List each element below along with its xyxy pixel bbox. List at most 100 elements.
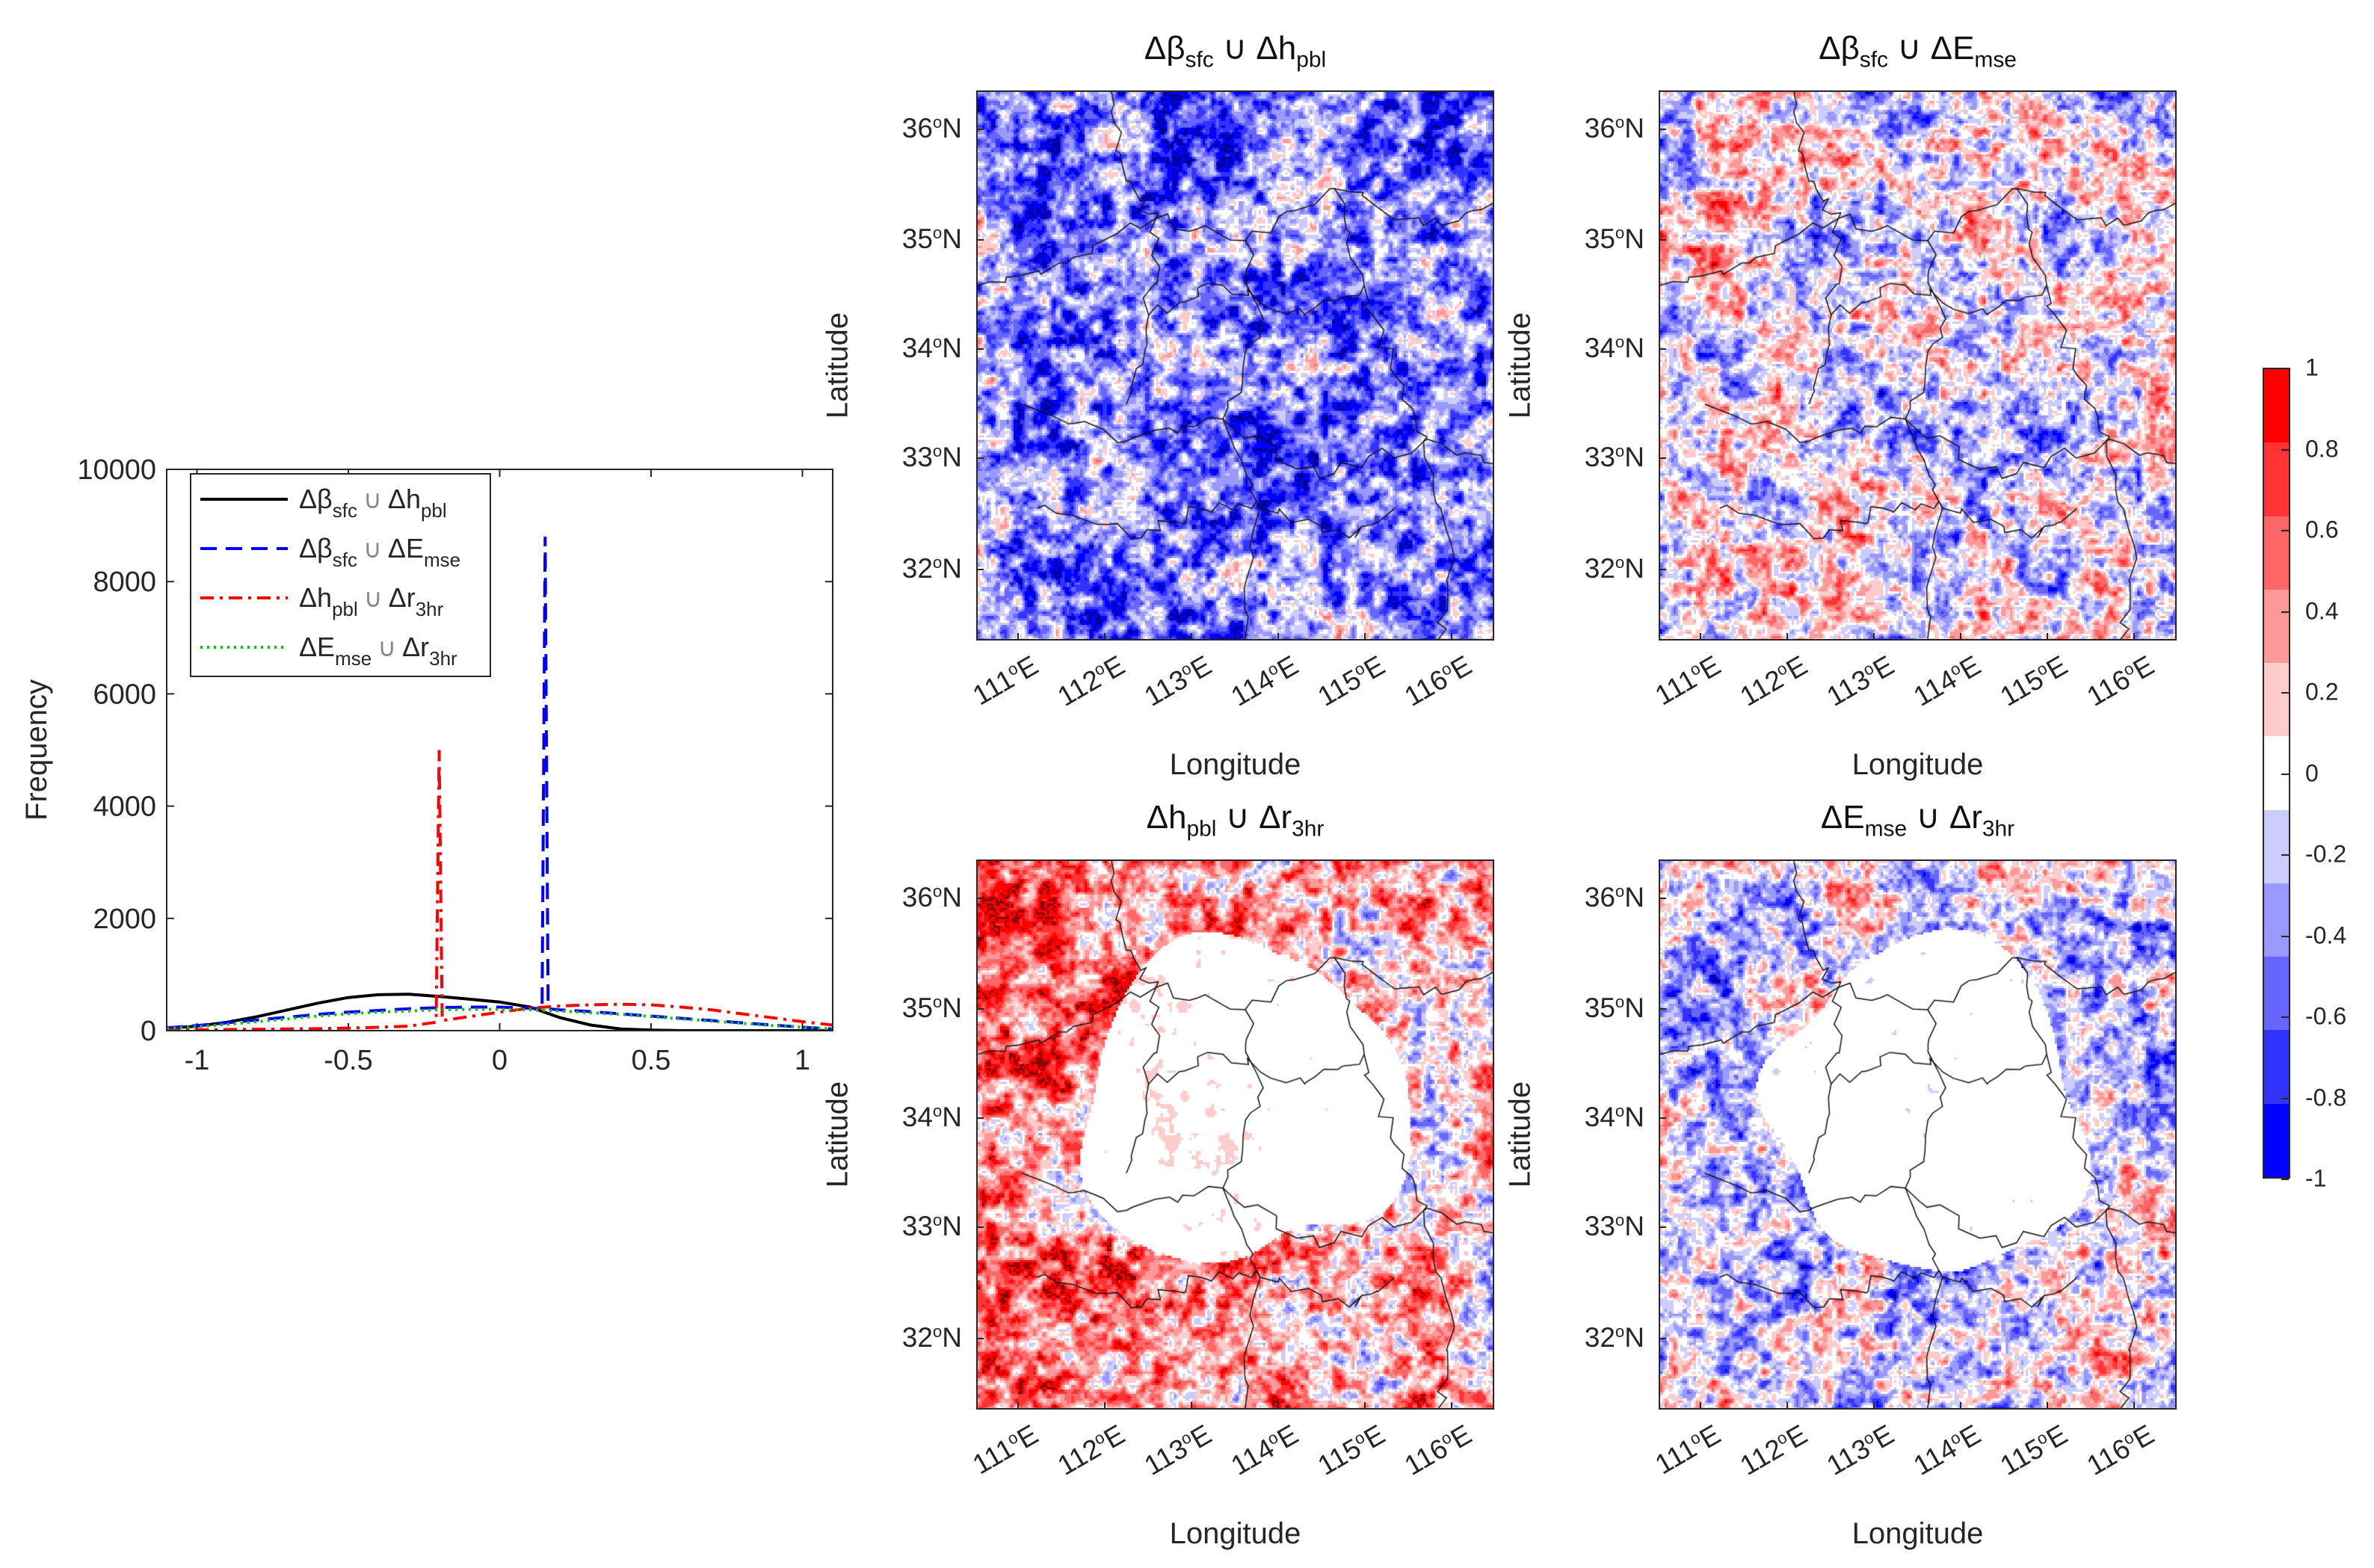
y-tick-label: 0 [141,1016,156,1047]
lon-tick-label: 115oE [1994,649,2073,712]
y-axis-label: Latitude [1503,312,1537,419]
lat-tick [1659,1008,1666,1010]
lon-tick-label: 112oE [1734,1419,1813,1481]
lon-tick-label: 116oE [2081,649,2159,712]
lon-tick-label: 116oE [1399,649,1477,712]
lat-tick-label: 35oN [1584,992,1644,1024]
union-symbol: ∪ [377,634,396,662]
lon-tick [2133,1402,2135,1410]
lat-tick [976,1226,984,1228]
correlation-heatmap [976,90,1494,641]
y-tick-label: 2000 [93,904,156,935]
correlation-heatmap [1659,859,2177,1410]
colorbar-tick-label: -0.4 [2305,922,2347,948]
colorbar-tick [2281,692,2289,694]
lat-tick-label: 34oN [1584,1101,1644,1133]
lon-tick [1017,633,1019,641]
lon-tick-label: 115oE [1312,649,1390,712]
colorbar-tick-label: 0.8 [2305,435,2339,462]
x-axis-label: Longitude [1169,748,1301,781]
legend-var-b: Δr [402,632,429,662]
plot-frame [166,469,833,1031]
title-var-a: Δh [1146,799,1187,836]
y-axis-label: Latitude [821,312,854,419]
lon-tick-label: 111oE [967,649,1043,712]
colorbar-tick-label: 1 [2305,354,2319,381]
lon-tick [2133,633,2135,641]
lat-tick-label: 34oN [901,332,962,364]
title-sub-a: pbl [1186,816,1217,842]
colorbar-bin [2264,1103,2289,1177]
x-tick-label: 0 [492,1045,508,1076]
lon-tick [1104,633,1106,641]
colorbar-tick [2281,611,2289,613]
union-symbol: ∪ [1916,799,1940,836]
colorbar-tick [2281,448,2289,451]
title-sub-b: 3hr [1982,816,2015,842]
legend-sub-a: sfc [333,499,357,522]
title-var-b: ΔE [1930,30,1975,67]
lat-tick-label: 33oN [901,441,962,473]
legend-sub-b: 3hr [416,598,444,620]
colorbar-tick [2281,530,2289,531]
y-tick-label: 6000 [93,679,156,710]
map-panel-1: Δβsfc ∪ Δhpbl Latitude Longitude 36oN 35oN… [821,30,1494,781]
colorbar-tick-label: 0.4 [2305,597,2339,624]
lat-tick-label: 32oN [1584,552,1644,584]
lat-tick-label: 33oN [1584,441,1644,473]
colorbar-tick-label: 0 [2305,759,2319,786]
colorbar-tick [2281,368,2289,369]
colorbar-tick [2281,854,2289,856]
lat-tick-label: 32oN [1584,1321,1644,1354]
title-var-a: Δβ [1144,30,1186,67]
y-axis-label: Latitude [821,1081,854,1188]
correlation-heatmap [1659,90,2177,641]
y-axis-label: Frequency [20,679,53,821]
lon-tick [1104,1402,1106,1410]
legend-sub-a: mse [335,647,371,670]
lon-tick-label: 114oE [1908,1419,1986,1481]
lat-tick [1659,239,1666,241]
lat-tick-label: 33oN [1584,1210,1644,1242]
lon-tick-label: 113oE [1138,1419,1217,1481]
colorbar-bin [2264,883,2289,957]
title-sub-b: mse [1974,47,2017,72]
lat-tick-label: 36oN [1584,112,1644,144]
lat-tick [1659,457,1666,459]
colorbar-tick-label: -1 [2305,1164,2327,1192]
lat-tick-label: 34oN [1584,332,1644,364]
union-symbol: ∪ [363,535,382,564]
colorbar-tick [2281,1097,2289,1099]
legend-entry: Δβsfc ∪ Δhpbl [299,484,447,522]
lon-tick [1700,1402,1701,1410]
title-sub-b: 3hr [1292,816,1325,842]
lon-tick [1873,1402,1875,1410]
lat-tick [976,1008,984,1010]
lat-tick-label: 35oN [901,992,962,1024]
histogram-chart: 0 2000 4000 6000 8000 10000 -1 -0.5 0 0.5 1 Frequen… [20,454,833,1076]
colorbar-bin [2264,1030,2289,1104]
map-title: ΔEmse ∪ Δr3hr [1659,798,2177,842]
legend-sub-a: pbl [332,598,358,620]
legend-sub-b: 3hr [429,647,457,670]
lon-tick-label: 115oE [1994,1419,2073,1481]
lon-tick [1786,633,1788,641]
map-panel-2: Δβsfc ∪ ΔEmse Latitude Longitude 36oN 35oN… [1504,30,2177,781]
lon-tick-label: 114oE [1225,649,1304,712]
title-sub-a: sfc [1185,47,1214,72]
lon-tick-label: 113oE [1821,649,1899,712]
lon-tick-label: 111oE [1650,649,1726,712]
lon-tick [1277,1402,1279,1410]
colorbar-tick [2281,1016,2289,1018]
x-axis-label: Longitude [1169,1517,1301,1550]
lon-tick-label: 113oE [1821,1419,1899,1481]
map-title: Δβsfc ∪ ΔEmse [1659,29,2177,72]
lat-tick [1659,348,1666,350]
colorbar-bin [2264,589,2289,664]
x-tick-label: -0.5 [324,1045,372,1076]
colorbar-tick-label: 0.6 [2305,516,2339,543]
union-symbol: ∪ [1222,30,1248,67]
correlation-heatmap [976,859,1494,1410]
lon-tick-label: 112oE [1052,649,1130,712]
